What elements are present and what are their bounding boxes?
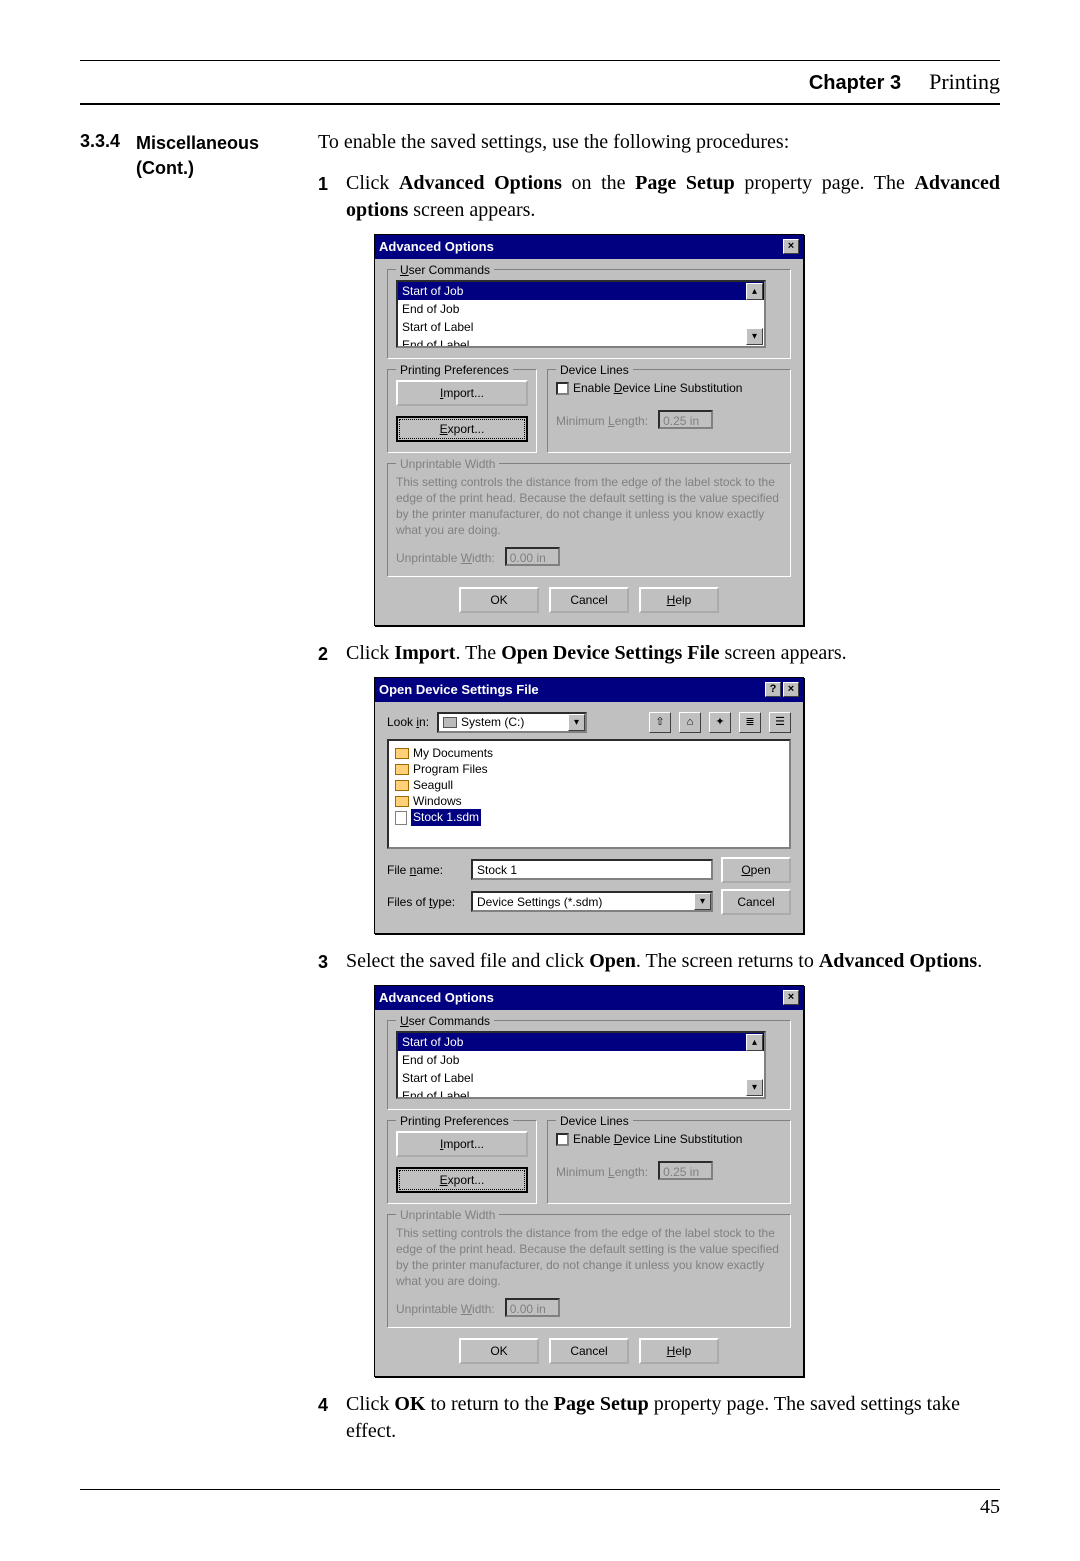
user-commands-list[interactable]: Start of Job End of Job Start of Label E…: [396, 280, 766, 348]
enable-device-checkbox[interactable]: [556, 382, 569, 395]
unprintable-width-input: 0.00 in: [505, 1298, 560, 1317]
printing-prefs-group: Printing Preferences Import... Export...: [387, 369, 537, 453]
new-folder-icon[interactable]: ✦: [709, 712, 731, 733]
titlebar: Open Device Settings File ? ×: [375, 678, 803, 702]
scroll-down-icon[interactable]: ▾: [746, 1079, 763, 1096]
device-lines-group: Device Lines Enable Device Line Substitu…: [547, 1120, 791, 1204]
section-cont: (Cont.): [136, 156, 290, 180]
import-button[interactable]: Import...: [396, 1131, 528, 1157]
open-file-dialog: Open Device Settings File ? × Look in: S…: [374, 677, 804, 934]
up-folder-icon[interactable]: ⇧: [649, 712, 671, 733]
export-button[interactable]: Export...: [396, 1167, 528, 1193]
drive-icon: [443, 717, 457, 728]
advanced-options-dialog-2: Advanced Options × User Commands Start o…: [374, 985, 804, 1377]
details-view-icon[interactable]: ☰: [769, 712, 791, 733]
help-button[interactable]: Help: [639, 587, 719, 613]
list-view-icon[interactable]: ≣: [739, 712, 761, 733]
chapter-title: Printing: [929, 67, 1000, 97]
filetype-combo[interactable]: Device Settings (*.sdm) ▾: [471, 891, 713, 912]
step-3: Select the saved file and click Open. Th…: [318, 948, 1000, 1377]
chevron-down-icon[interactable]: ▾: [568, 714, 585, 731]
intro-text: To enable the saved settings, use the fo…: [318, 129, 1000, 156]
scroll-up-icon[interactable]: ▴: [746, 283, 763, 300]
unprintable-width-input: 0.00 in: [505, 547, 560, 566]
desktop-icon[interactable]: ⌂: [679, 712, 701, 733]
step-1: Click Advanced Options on the Page Setup…: [318, 170, 1000, 626]
device-lines-group: Device Lines Enable Device Line Substitu…: [547, 369, 791, 453]
folder-icon: [395, 780, 409, 791]
advanced-options-dialog: Advanced Options × User Commands Start o…: [374, 234, 804, 626]
min-length-input: 0.25 in: [658, 410, 713, 429]
help-icon[interactable]: ?: [765, 682, 781, 697]
titlebar: Advanced Options ×: [375, 986, 803, 1010]
open-button[interactable]: Open: [721, 857, 791, 883]
close-icon[interactable]: ×: [783, 239, 799, 254]
filename-input[interactable]: Stock 1: [471, 859, 713, 880]
min-length-input: 0.25 in: [658, 1161, 713, 1180]
scroll-up-icon[interactable]: ▴: [746, 1034, 763, 1051]
page-number: 45: [80, 1494, 1000, 1521]
user-commands-list[interactable]: Start of Job End of Job Start of Label E…: [396, 1031, 766, 1099]
printing-prefs-group: Printing Preferences Import... Export...: [387, 1120, 537, 1204]
folder-icon: [395, 748, 409, 759]
section-heading: 3.3.4 Miscellaneous (Cont.): [80, 129, 290, 1459]
close-icon[interactable]: ×: [783, 990, 799, 1005]
folder-icon: [395, 796, 409, 807]
cancel-button[interactable]: Cancel: [549, 1338, 629, 1364]
import-button[interactable]: Import...: [396, 380, 528, 406]
chapter-label: Chapter 3: [809, 70, 901, 97]
step-2: Click Import. The Open Device Settings F…: [318, 640, 1000, 934]
file-list[interactable]: My Documents Program Files Seagull Windo…: [387, 739, 791, 849]
cancel-button[interactable]: Cancel: [549, 587, 629, 613]
scroll-down-icon[interactable]: ▾: [746, 328, 763, 345]
user-commands-group: User Commands Start of Job End of Job St…: [387, 1020, 791, 1110]
enable-device-checkbox[interactable]: [556, 1133, 569, 1146]
titlebar: Advanced Options ×: [375, 235, 803, 259]
step-4: Click OK to return to the Page Setup pro…: [318, 1391, 1000, 1445]
file-icon: [395, 811, 407, 825]
cancel-button[interactable]: Cancel: [721, 889, 791, 915]
unprintable-width-group: Unprintable Width This setting controls …: [387, 1214, 791, 1328]
close-icon[interactable]: ×: [783, 682, 799, 697]
export-button[interactable]: Export...: [396, 416, 528, 442]
ok-button[interactable]: OK: [459, 1338, 539, 1364]
lookin-combo[interactable]: System (C:) ▾: [437, 712, 587, 733]
section-title: Miscellaneous: [136, 131, 290, 155]
user-commands-group: User Commands Start of Job End of Job St…: [387, 269, 791, 359]
unprintable-width-group: Unprintable Width This setting controls …: [387, 463, 791, 577]
ok-button[interactable]: OK: [459, 587, 539, 613]
page-header: Chapter 3 Printing: [80, 67, 1000, 105]
help-button[interactable]: Help: [639, 1338, 719, 1364]
chevron-down-icon[interactable]: ▾: [694, 893, 711, 910]
folder-icon: [395, 764, 409, 775]
